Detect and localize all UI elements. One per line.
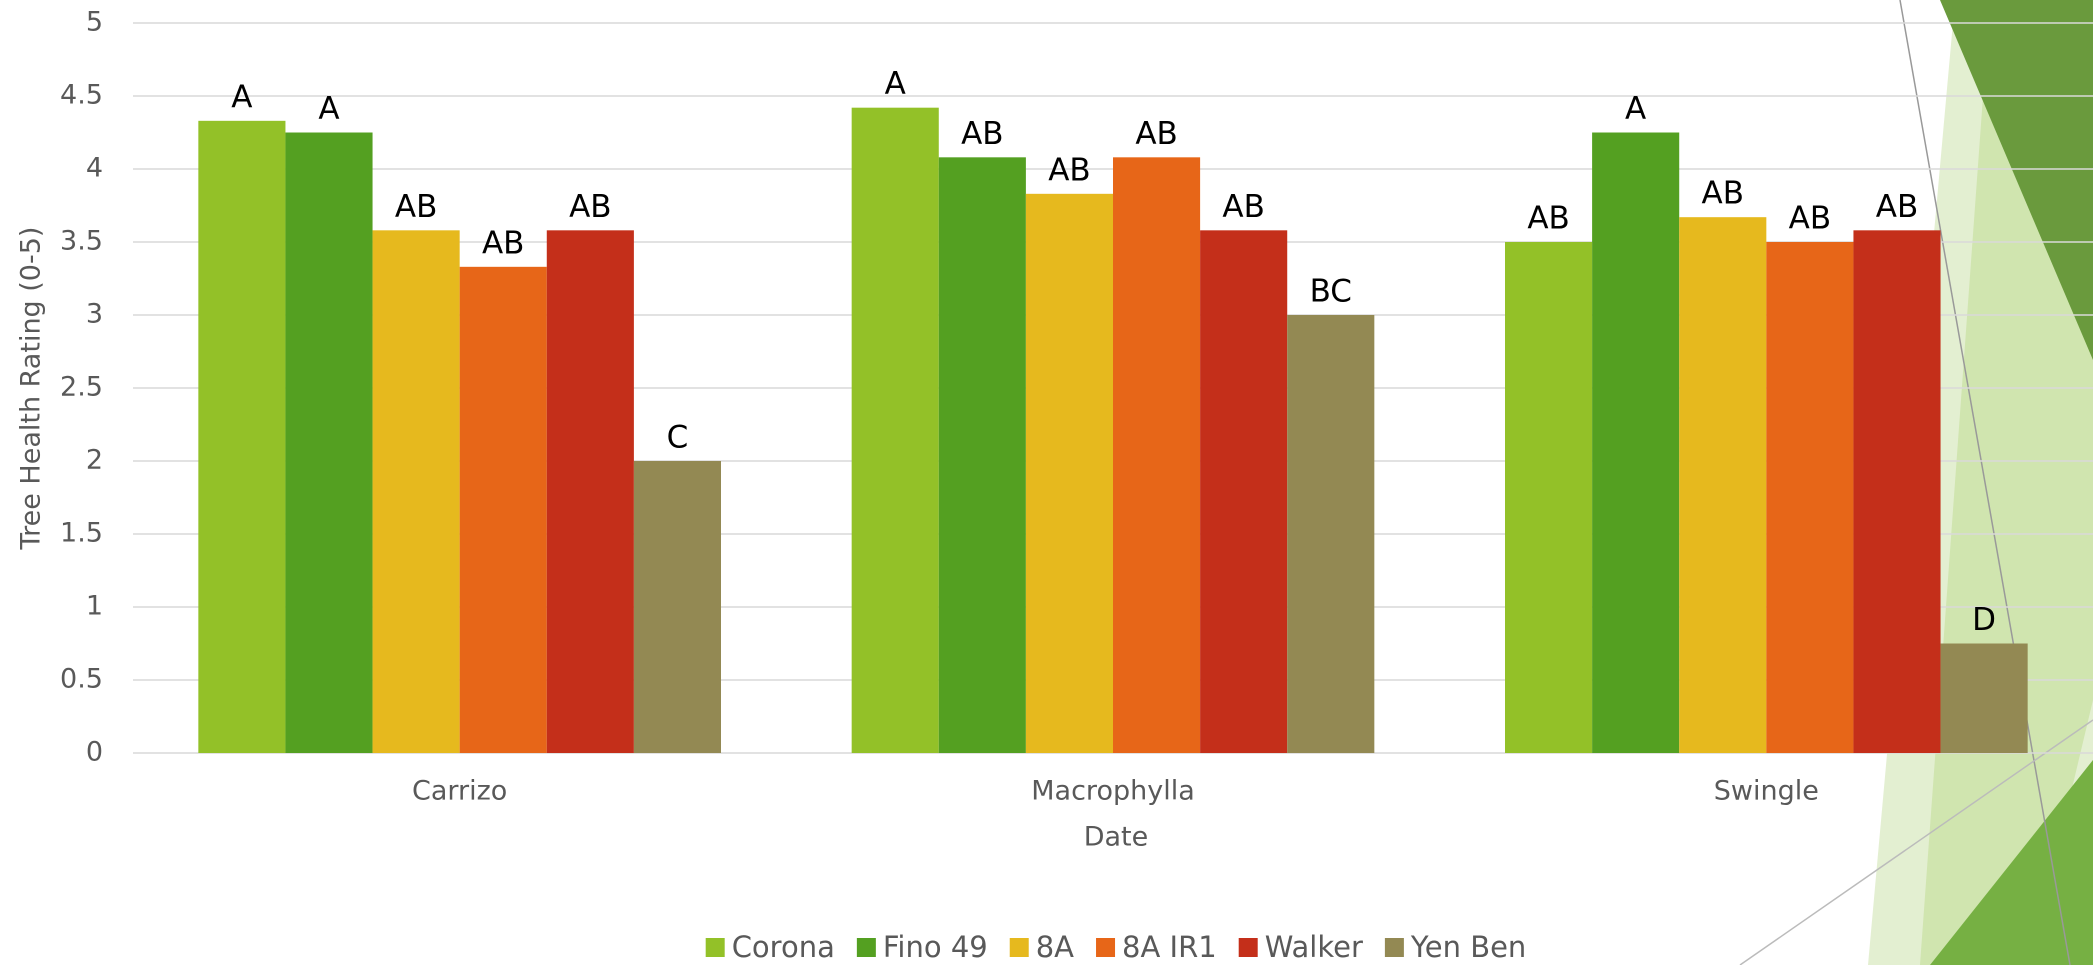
significance-label: A [318, 91, 339, 127]
significance-label: C [667, 420, 689, 456]
legend-swatch [1238, 938, 1258, 957]
significance-label: AB [395, 189, 437, 225]
y-tick-label: 1.5 [60, 518, 103, 549]
bar [1679, 217, 1767, 753]
y-tick-label: 4.5 [60, 80, 103, 111]
bar [1505, 242, 1593, 753]
y-tick-label: 0 [86, 737, 103, 768]
x-tick-label: Swingle [1714, 776, 1819, 807]
bar [459, 266, 547, 753]
significance-label: AB [1135, 116, 1177, 152]
bar [1025, 193, 1113, 753]
y-tick-label: 2 [86, 445, 103, 476]
x-tick-label: Carrizo [412, 776, 507, 807]
x-tick-label: Macrophylla [1031, 776, 1195, 807]
legend-swatch [705, 938, 725, 957]
y-tick-label: 3 [86, 299, 103, 330]
significance-label: AB [569, 189, 611, 225]
legend-swatch [856, 938, 876, 957]
significance-label: BC [1310, 274, 1352, 310]
y-tick-label: 5 [86, 7, 103, 38]
y-tick-label: 1 [86, 591, 103, 622]
bar [938, 157, 1026, 753]
legend-label: Walker [1265, 930, 1363, 964]
significance-label: A [231, 79, 252, 115]
legend-swatch [1384, 938, 1404, 957]
x-axis-label: Date [1084, 822, 1149, 853]
y-tick-label: 0.5 [60, 664, 103, 695]
significance-label: AB [1702, 176, 1744, 212]
y-tick-label: 4 [86, 153, 103, 184]
significance-label: AB [1876, 189, 1918, 225]
y-axis-label: Tree Health Rating (0-5) [16, 227, 47, 551]
significance-label: AB [1789, 201, 1831, 237]
significance-label: A [885, 66, 906, 102]
bar [1853, 230, 1941, 753]
bar [633, 461, 721, 753]
legend-swatch [1096, 938, 1116, 957]
legend-swatch [1009, 938, 1029, 957]
bar [1592, 132, 1680, 753]
significance-label: D [1972, 602, 1996, 638]
significance-label: AB [1048, 152, 1090, 188]
bar [851, 107, 939, 754]
bar [1287, 315, 1375, 753]
legend-label: Yen Ben [1410, 930, 1526, 964]
bar [1113, 157, 1201, 753]
bar [1200, 230, 1288, 753]
legend-label: Corona [732, 930, 835, 964]
significance-label: AB [1222, 189, 1264, 225]
bar [546, 230, 634, 753]
significance-label: A [1625, 91, 1646, 127]
legend-label: 8A [1036, 930, 1074, 964]
bar [198, 120, 286, 753]
legend-label: 8A IR1 [1122, 930, 1217, 964]
significance-label: AB [961, 116, 1003, 152]
bar [285, 132, 373, 753]
significance-label: AB [482, 225, 524, 261]
significance-label: AB [1527, 201, 1569, 237]
y-tick-label: 3.5 [60, 226, 103, 257]
bar [1940, 643, 2028, 753]
legend-label: Fino 49 [883, 930, 988, 964]
bar [372, 230, 460, 753]
y-tick-label: 2.5 [60, 372, 103, 403]
bar [1766, 242, 1854, 753]
